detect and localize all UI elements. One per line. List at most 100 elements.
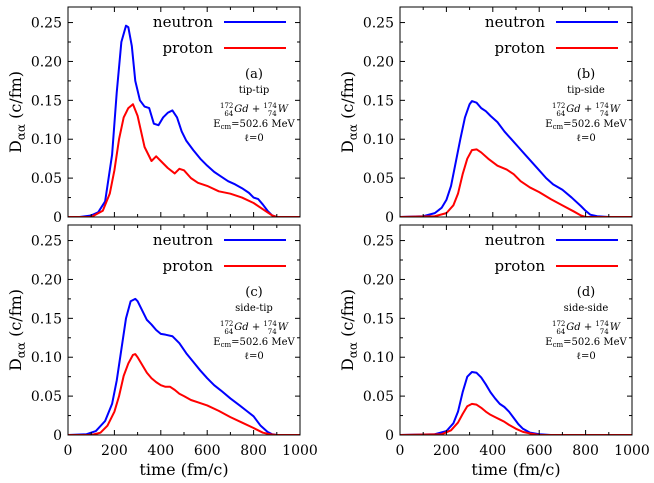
reaction-A2: 174 (263, 102, 277, 110)
y-tick-label: 0.10 (363, 350, 394, 366)
legend-label-neutron: neutron (485, 13, 545, 31)
x-tick-label: 600 (526, 443, 553, 459)
reaction-el2: W (278, 322, 289, 333)
reaction-A1: 172 (220, 102, 233, 110)
reaction-el1: Gd (566, 322, 580, 333)
ell-label: ℓ=0 (576, 351, 596, 362)
reaction-A2: 174 (595, 320, 609, 328)
energy-value: =502.6 MeV (563, 119, 627, 130)
reaction-plus: + (581, 104, 596, 115)
reaction-el1: Gd (234, 322, 248, 333)
reaction-Z1: 64 (224, 328, 233, 336)
panel-c: 0 0.05 0.10 0.15 0.20 0.25 0 200 400 600 800 1000 ti… (6, 224, 318, 479)
x-tick-label: 0 (396, 443, 405, 459)
panel-label: (a) (245, 67, 263, 82)
y-axis-label-main: D (338, 358, 357, 371)
y-tick-label: 0.10 (31, 350, 62, 366)
series-line-proton (68, 353, 300, 435)
y-axis-label: Dαα (c/fm) (338, 71, 360, 153)
energy-prefix: E (545, 119, 552, 130)
panel-b: 0 0.05 0.10 0.15 0.20 0.25 Dαα (c/fm) neutron pr… (338, 6, 633, 226)
y-tick-label: 0.10 (31, 132, 62, 148)
energy-value: =502.6 MeV (563, 337, 627, 348)
x-tick-label: 1000 (282, 443, 318, 459)
reaction-Z1: 64 (224, 110, 233, 118)
x-tick-label: 600 (194, 443, 221, 459)
reaction-Z2: 74 (600, 110, 609, 118)
y-axis-label: Dαα (c/fm) (6, 289, 28, 371)
legend-label-proton: proton (494, 257, 545, 275)
y-tick-label: 0.15 (31, 93, 62, 109)
legend-label-neutron: neutron (153, 231, 213, 249)
y-tick-label: 0.20 (31, 54, 62, 70)
reaction-label: 172 64Gd + 174 74W (220, 102, 289, 118)
y-axis-label-unit: (c/fm) (338, 71, 357, 124)
y-axis-label-main: D (6, 140, 25, 153)
y-tick-label: 0.25 (363, 16, 394, 32)
ell-label: ℓ=0 (244, 351, 264, 362)
energy-sub: cm (553, 123, 564, 131)
y-axis-label-unit: (c/fm) (338, 289, 357, 342)
ell-label: ℓ=0 (576, 133, 596, 144)
config-label: side-tip (235, 303, 273, 314)
y-axis-label-unit: (c/fm) (6, 289, 25, 342)
reaction-Z2: 74 (268, 110, 277, 118)
y-axis-label-unit: (c/fm) (6, 71, 25, 124)
reaction-Z2: 74 (268, 328, 277, 336)
y-tick-label: 0.05 (363, 171, 394, 187)
y-axis-label-sub: αα (14, 124, 28, 140)
config-label: tip-tip (239, 85, 270, 96)
reaction-A2: 174 (595, 102, 609, 110)
panel-label: (d) (577, 285, 595, 300)
energy-value: =502.6 MeV (231, 119, 295, 130)
reaction-el1: Gd (234, 104, 248, 115)
legend-label-proton: proton (494, 39, 545, 57)
y-axis-label-main: D (6, 358, 25, 371)
y-axis-label-sub: αα (14, 342, 28, 358)
y-axis-label-sub: αα (346, 342, 360, 358)
reaction-plus: + (249, 322, 264, 333)
x-tick-label: 800 (240, 443, 267, 459)
energy-label: Ecm=502.6 MeV (545, 119, 627, 131)
energy-label: Ecm=502.6 MeV (545, 337, 627, 349)
reaction-el2: W (610, 322, 621, 333)
x-axis-label: time (fm/c) (139, 460, 228, 479)
y-tick-label: 0 (385, 428, 394, 444)
x-tick-label: 0 (64, 443, 73, 459)
ell-label: ℓ=0 (244, 133, 264, 144)
reaction-el1: Gd (566, 104, 580, 115)
panel-label: (b) (577, 67, 595, 82)
energy-prefix: E (545, 337, 552, 348)
energy-value: =502.6 MeV (231, 337, 295, 348)
panel-a: 0 0.05 0.10 0.15 0.20 0.25 Dαα (c/fm) neutron pr… (6, 6, 301, 226)
y-axis-label-main: D (338, 140, 357, 153)
x-axis-label: time (fm/c) (471, 460, 560, 479)
series-line-neutron (400, 371, 632, 435)
reaction-el2: W (278, 104, 289, 115)
energy-prefix: E (213, 119, 220, 130)
y-tick-label: 0.20 (363, 272, 394, 288)
reaction-Z2: 74 (600, 328, 609, 336)
x-tick-label: 400 (147, 443, 174, 459)
y-axis-label: Dαα (c/fm) (6, 71, 28, 153)
reaction-A1: 172 (220, 320, 233, 328)
legend-label-neutron: neutron (485, 231, 545, 249)
x-tick-label: 200 (433, 443, 460, 459)
series-line-neutron (68, 24, 300, 217)
y-tick-label: 0 (385, 210, 394, 226)
y-tick-label: 0.15 (363, 93, 394, 109)
series-line-neutron (400, 100, 632, 217)
energy-sub: cm (221, 123, 232, 131)
panel-label: (c) (245, 285, 262, 300)
energy-label: Ecm=502.6 MeV (213, 119, 295, 131)
y-axis-label-sub: αα (346, 124, 360, 140)
series-line-proton (400, 148, 632, 217)
y-tick-label: 0 (53, 428, 62, 444)
reaction-A2: 174 (263, 320, 277, 328)
y-tick-label: 0.15 (363, 311, 394, 327)
x-tick-label: 800 (572, 443, 599, 459)
y-tick-label: 0.05 (31, 171, 62, 187)
energy-sub: cm (553, 341, 564, 349)
y-tick-label: 0.20 (363, 54, 394, 70)
